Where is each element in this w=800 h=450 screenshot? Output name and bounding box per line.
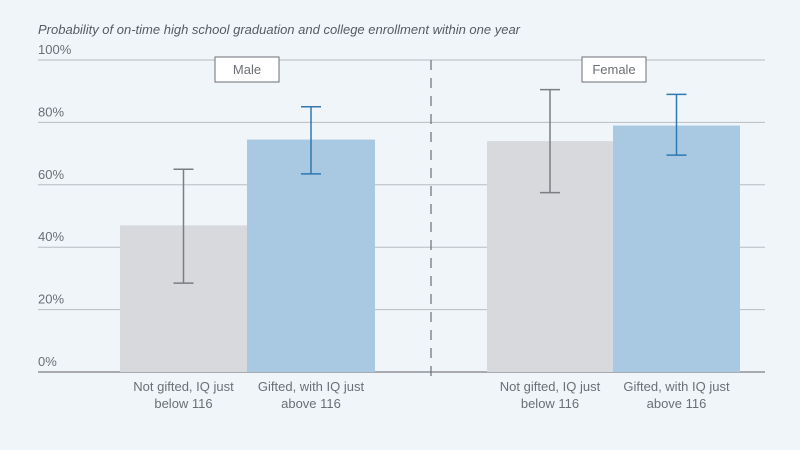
bar [247,139,375,372]
y-tick-label: 0% [38,354,57,369]
x-category-label: above 116 [281,396,341,411]
bar [613,125,740,373]
panel-label-box [214,56,280,83]
chart-title: Probability of on-time high school gradu… [38,22,521,37]
x-category-label: Gifted, with IQ just [623,379,730,394]
x-category-label: Not gifted, IQ just [500,379,601,394]
panel-label: Female [592,62,635,77]
y-tick-label: 20% [38,292,64,307]
x-category-label: above 116 [647,396,707,411]
x-category-label: Gifted, with IQ just [258,379,365,394]
x-category-label: below 116 [521,396,579,411]
y-tick-label: 100% [38,42,72,57]
y-tick-label: 40% [38,229,64,244]
x-category-label: below 116 [154,396,212,411]
y-tick-label: 80% [38,104,64,119]
panel-label: Male [233,62,261,77]
x-category-label: Not gifted, IQ just [133,379,234,394]
panel-label-box [581,56,647,83]
y-tick-label: 60% [38,167,64,182]
